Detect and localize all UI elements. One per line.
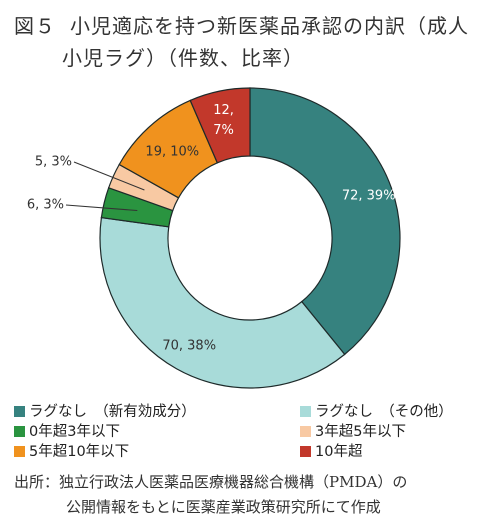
legend-label: 10年超 xyxy=(315,444,363,460)
legend-swatch xyxy=(300,446,311,457)
donut-slice xyxy=(99,216,346,389)
legend-swatch xyxy=(14,426,25,437)
legend-item: 10年超 xyxy=(300,440,362,461)
legend-swatch xyxy=(14,406,25,417)
legend-item: 0年超3年以下 xyxy=(14,420,120,441)
legend-label: ラグなし （新有効成分） xyxy=(29,404,196,420)
legend-label: 3年超5年以下 xyxy=(315,424,406,440)
data-label: 6, 3% xyxy=(27,198,64,213)
legend-swatch xyxy=(300,406,311,417)
legend-swatch xyxy=(14,446,25,457)
legend-item: ラグなし （新有効成分） xyxy=(14,400,196,421)
data-label: 70, 38% xyxy=(162,339,216,354)
title-text-1: 小児適応を持つ新医薬品承認の内訳（成人 xyxy=(70,14,469,38)
data-label: 72, 39% xyxy=(342,188,396,203)
legend-swatch xyxy=(300,426,311,437)
data-label: 19, 10% xyxy=(145,144,199,159)
chart-title: 図５ 小児適応を持つ新医薬品承認の内訳（成人 小児ラグ）（件数、比率） xyxy=(14,10,494,74)
legend-label: 5年超10年以下 xyxy=(29,444,130,460)
figure-number: 図５ xyxy=(14,14,56,38)
source-line-2: 公開情報をもとに医薬産業政策研究所にて作成 xyxy=(66,498,381,516)
data-label: 12, xyxy=(213,103,234,118)
donut-chart: 72, 39% 70, 38% 19, 10% 12, 7% 6, 3% 5, 3% xyxy=(27,87,401,389)
donut-slice xyxy=(249,87,401,356)
title-line-2: 小児ラグ）（件数、比率） xyxy=(62,46,304,70)
title-line-1: 図５ 小児適応を持つ新医薬品承認の内訳（成人 xyxy=(14,10,494,42)
leader-line xyxy=(73,161,145,191)
legend-label: ラグなし （その他） xyxy=(315,404,453,420)
leader-line xyxy=(65,204,138,212)
legend-item: 3年超5年以下 xyxy=(300,420,406,441)
legend-label: 0年超3年以下 xyxy=(29,424,120,440)
source-note: 出所：独立行政法人医薬品医療機器総合機構（PMDA）の 公開情報をもとに医薬産業… xyxy=(14,470,494,520)
data-label: 7% xyxy=(213,123,234,138)
legend-item: ラグなし （その他） xyxy=(300,400,453,421)
legend-item: 5年超10年以下 xyxy=(14,440,129,461)
data-label: 5, 3% xyxy=(35,155,72,170)
source-line-1: 出所：独立行政法人医薬品医療機器総合機構（PMDA）の xyxy=(14,473,408,491)
donut-slice xyxy=(189,87,251,164)
